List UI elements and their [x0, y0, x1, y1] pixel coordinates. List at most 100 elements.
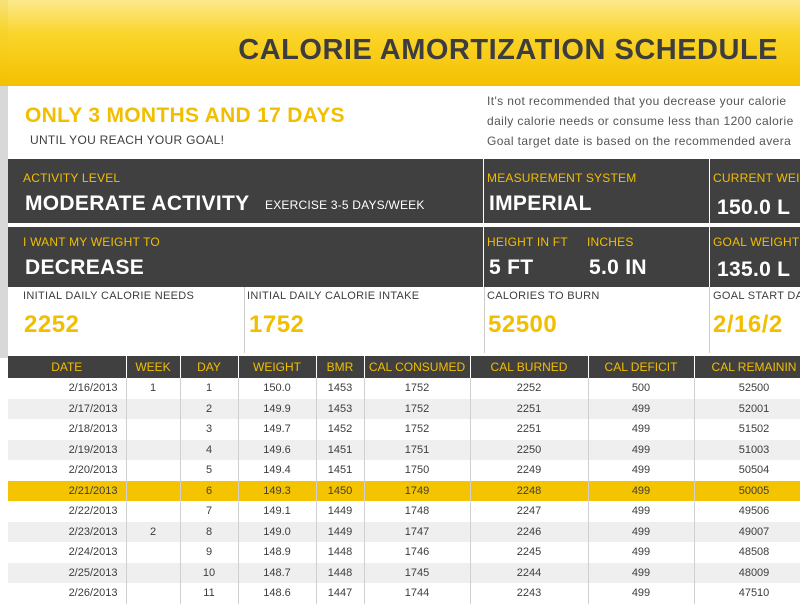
- cell-cal-deficit: 499: [588, 480, 695, 501]
- col-header-cal-consumed[interactable]: CAL CONSUMED: [364, 356, 471, 378]
- cell-cal-consumed: 1747: [364, 521, 471, 542]
- cell-bmr: 1452: [316, 419, 365, 440]
- cell-cal-consumed: 1745: [364, 562, 471, 583]
- left-border: [0, 86, 8, 358]
- goal-start-date-label: GOAL START DA: [713, 290, 800, 302]
- cell-cal-remaining: 49007: [694, 521, 800, 542]
- weight-direction-value[interactable]: DECREASE: [25, 256, 145, 279]
- cell-cal-consumed: 1746: [364, 542, 471, 563]
- table-row[interactable]: 2/22/2013 7 149.1 1449 1748 2247 499 49506: [8, 501, 800, 522]
- table-row[interactable]: 2/25/2013 10 148.7 1448 1745 2244 499 48009: [8, 562, 800, 583]
- cell-cal-consumed: 1752: [364, 398, 471, 419]
- cell-date: 2/26/2013: [8, 583, 127, 604]
- calories-to-burn-label: CALORIES TO BURN: [487, 290, 600, 302]
- cell-bmr: 1449: [316, 501, 365, 522]
- table-row[interactable]: 2/18/2013 3 149.7 1452 1752 2251 499 51502: [8, 419, 800, 440]
- cell-day: 5: [180, 460, 239, 481]
- cell-week: [126, 583, 181, 604]
- cell-cal-deficit: 499: [588, 460, 695, 481]
- summary-divider-1: [244, 287, 245, 353]
- cell-cal-burned: 2243: [470, 583, 589, 604]
- height-ft-value[interactable]: 5 FT: [489, 256, 534, 279]
- col-header-day[interactable]: DAY: [180, 356, 239, 378]
- height-in-value[interactable]: 5.0 IN: [589, 256, 647, 279]
- table-row[interactable]: 2/21/2013 6 149.3 1450 1749 2248 499 50005: [8, 480, 800, 501]
- measurement-system-value[interactable]: IMPERIAL: [489, 192, 592, 215]
- cell-bmr: 1451: [316, 460, 365, 481]
- col-header-cal-burned[interactable]: CAL BURNED: [470, 356, 589, 378]
- table-row[interactable]: 2/17/2013 2 149.9 1453 1752 2251 499 52001: [8, 398, 800, 419]
- cell-weight: 148.7: [238, 562, 317, 583]
- cell-weight: 149.4: [238, 460, 317, 481]
- table-row[interactable]: 2/23/2013 2 8 149.0 1449 1747 2246 499 49007: [8, 521, 800, 542]
- goal-weight-value[interactable]: 135.0 L: [717, 258, 791, 281]
- cell-weight: 149.0: [238, 521, 317, 542]
- cell-week: [126, 542, 181, 563]
- cell-cal-burned: 2252: [470, 378, 589, 399]
- current-weight-value[interactable]: 150.0 L: [717, 196, 791, 219]
- cell-cal-remaining: 49506: [694, 501, 800, 522]
- cell-week: [126, 398, 181, 419]
- col-header-date[interactable]: DATE: [8, 356, 127, 378]
- cell-cal-remaining: 52001: [694, 398, 800, 419]
- goal-weight-label: GOAL WEIGHT: [713, 235, 800, 249]
- cell-day: 9: [180, 542, 239, 563]
- cell-bmr: 1447: [316, 583, 365, 604]
- cell-cal-burned: 2251: [470, 419, 589, 440]
- col-header-cal-remaining[interactable]: CAL REMAININ: [694, 356, 800, 378]
- cell-cal-deficit: 499: [588, 419, 695, 440]
- height-ft-label: HEIGHT IN FT: [487, 235, 568, 249]
- activity-level-value[interactable]: MODERATE ACTIVITY: [25, 192, 250, 215]
- cell-cal-consumed: 1749: [364, 480, 471, 501]
- current-weight-label: CURRENT WEIG: [713, 171, 800, 185]
- cell-cal-consumed: 1752: [364, 419, 471, 440]
- cell-cal-remaining: 52500: [694, 378, 800, 399]
- cell-date: 2/17/2013: [8, 398, 127, 419]
- cell-week: [126, 439, 181, 460]
- cell-weight: 150.0: [238, 378, 317, 399]
- cell-week: [126, 419, 181, 440]
- calories-to-burn-value: 52500: [488, 311, 558, 338]
- cell-cal-deficit: 499: [588, 521, 695, 542]
- calorie-needs-label: INITIAL DAILY CALORIE NEEDS: [23, 290, 195, 302]
- table-row[interactable]: 2/24/2013 9 148.9 1448 1746 2245 499 48508: [8, 542, 800, 563]
- cell-cal-burned: 2249: [470, 460, 589, 481]
- col-header-cal-deficit[interactable]: CAL DEFICIT: [588, 356, 695, 378]
- table-row[interactable]: 2/26/2013 11 148.6 1447 1744 2243 499 47510: [8, 583, 800, 604]
- measurement-system-label: MEASUREMENT SYSTEM: [487, 171, 637, 185]
- title-bar: CALORIE AMORTIZATION SCHEDULE: [0, 0, 800, 86]
- cell-day: 1: [180, 378, 239, 399]
- cell-bmr: 1450: [316, 480, 365, 501]
- cell-weight: 149.3: [238, 480, 317, 501]
- note-line-1: It's not recommended that you decrease y…: [487, 94, 787, 108]
- cell-cal-deficit: 499: [588, 583, 695, 604]
- cell-day: 2: [180, 398, 239, 419]
- col-header-weight[interactable]: WEIGHT: [238, 356, 317, 378]
- cell-date: 2/20/2013: [8, 460, 127, 481]
- cell-bmr: 1448: [316, 542, 365, 563]
- cell-cal-deficit: 499: [588, 439, 695, 460]
- col-header-bmr[interactable]: BMR: [316, 356, 365, 378]
- activity-level-label: ACTIVITY LEVEL: [23, 171, 121, 185]
- cell-date: 2/22/2013: [8, 501, 127, 522]
- cell-bmr: 1449: [316, 521, 365, 542]
- panel-divider-2: [709, 159, 710, 287]
- cell-date: 2/16/2013: [8, 378, 127, 399]
- cell-week: [126, 501, 181, 522]
- cell-cal-consumed: 1751: [364, 439, 471, 460]
- cell-cal-remaining: 48508: [694, 542, 800, 563]
- table-row[interactable]: 2/16/2013 1 1 150.0 1453 1752 2252 500 52500: [8, 378, 800, 399]
- cell-date: 2/23/2013: [8, 521, 127, 542]
- cell-day: 8: [180, 521, 239, 542]
- cell-day: 11: [180, 583, 239, 604]
- cell-date: 2/21/2013: [8, 480, 127, 501]
- col-header-week[interactable]: WEEK: [126, 356, 181, 378]
- goal-subtext: UNTIL YOU REACH YOUR GOAL!: [30, 133, 225, 147]
- note-line-3: Goal target date is based on the recomme…: [487, 134, 792, 148]
- calorie-intake-value: 1752: [249, 311, 305, 338]
- table-row[interactable]: 2/19/2013 4 149.6 1451 1751 2250 499 51003: [8, 439, 800, 460]
- cell-date: 2/19/2013: [8, 439, 127, 460]
- table-row[interactable]: 2/20/2013 5 149.4 1451 1750 2249 499 50504: [8, 460, 800, 481]
- cell-weight: 149.7: [238, 419, 317, 440]
- schedule-table: DATE WEEK DAY WEIGHT BMR CAL CONSUMED CA…: [8, 356, 800, 604]
